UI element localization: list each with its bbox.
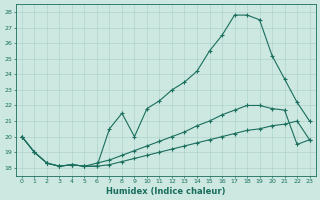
X-axis label: Humidex (Indice chaleur): Humidex (Indice chaleur) xyxy=(106,187,226,196)
